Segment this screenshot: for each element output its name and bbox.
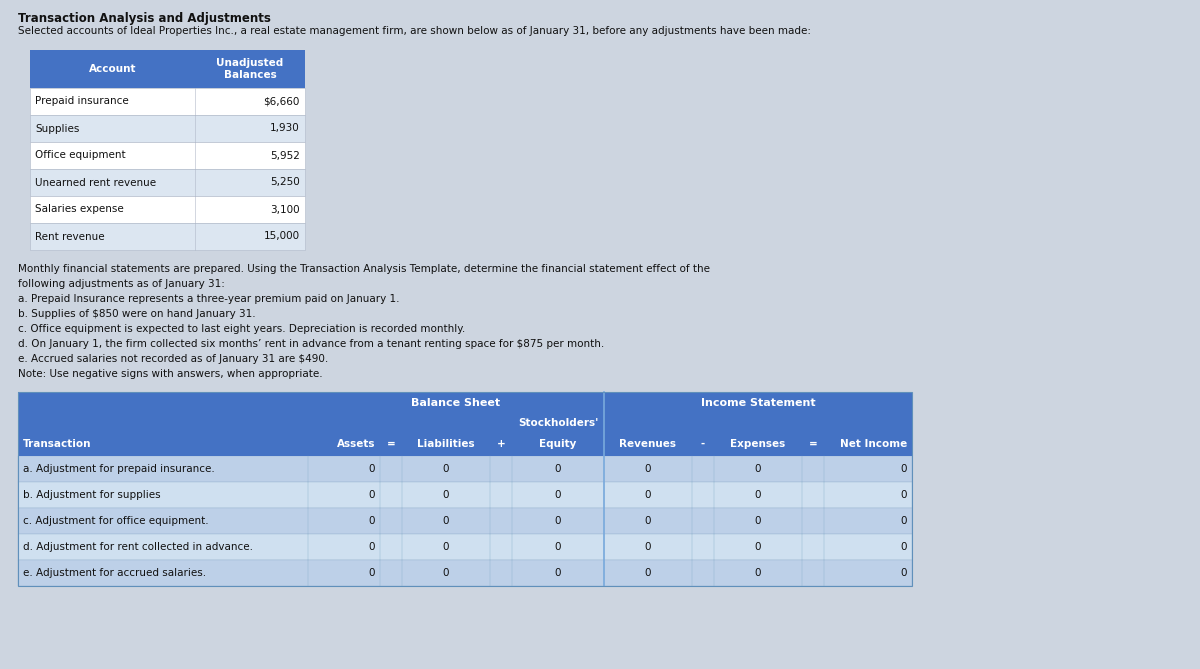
Text: Account: Account [89, 64, 137, 74]
FancyBboxPatch shape [18, 414, 912, 432]
Text: 0: 0 [554, 516, 562, 526]
Text: Transaction: Transaction [23, 439, 91, 449]
Text: b. Supplies of $850 were on hand January 31.: b. Supplies of $850 were on hand January… [18, 309, 256, 319]
Text: Expenses: Expenses [731, 439, 786, 449]
Text: 0: 0 [368, 568, 374, 578]
Text: 0: 0 [755, 568, 761, 578]
Text: 0: 0 [554, 542, 562, 552]
Text: Balance Sheet: Balance Sheet [412, 398, 500, 408]
FancyBboxPatch shape [18, 392, 912, 414]
FancyBboxPatch shape [30, 142, 305, 169]
Text: c. Adjustment for office equipment.: c. Adjustment for office equipment. [23, 516, 209, 526]
Text: 0: 0 [755, 516, 761, 526]
Text: 0: 0 [368, 542, 374, 552]
Text: 0: 0 [644, 464, 652, 474]
Text: 0: 0 [644, 516, 652, 526]
Text: 15,000: 15,000 [264, 231, 300, 242]
FancyBboxPatch shape [18, 482, 912, 508]
Text: Assets: Assets [336, 439, 374, 449]
FancyBboxPatch shape [18, 508, 912, 534]
Text: 0: 0 [644, 568, 652, 578]
Text: 5,952: 5,952 [270, 151, 300, 161]
FancyBboxPatch shape [30, 50, 305, 88]
Text: 3,100: 3,100 [270, 205, 300, 215]
Text: d. Adjustment for rent collected in advance.: d. Adjustment for rent collected in adva… [23, 542, 253, 552]
Text: 0: 0 [644, 542, 652, 552]
Text: 0: 0 [443, 490, 449, 500]
Text: -: - [701, 439, 706, 449]
Text: 0: 0 [900, 490, 907, 500]
Text: Monthly financial statements are prepared. Using the Transaction Analysis Templa: Monthly financial statements are prepare… [18, 264, 710, 274]
FancyBboxPatch shape [30, 115, 305, 142]
FancyBboxPatch shape [18, 534, 912, 560]
Text: 0: 0 [554, 568, 562, 578]
Text: Rent revenue: Rent revenue [35, 231, 104, 242]
Text: 0: 0 [443, 568, 449, 578]
FancyBboxPatch shape [30, 196, 305, 223]
Text: Liabilities: Liabilities [418, 439, 475, 449]
FancyBboxPatch shape [18, 456, 912, 482]
Text: 0: 0 [368, 464, 374, 474]
Text: 0: 0 [443, 464, 449, 474]
Text: 0: 0 [900, 516, 907, 526]
Text: Supplies: Supplies [35, 124, 79, 134]
FancyBboxPatch shape [30, 223, 305, 250]
Text: Transaction Analysis and Adjustments: Transaction Analysis and Adjustments [18, 12, 271, 25]
Text: 0: 0 [368, 516, 374, 526]
Text: Stockholders': Stockholders' [518, 418, 598, 428]
Text: Note: Use negative signs with answers, when appropriate.: Note: Use negative signs with answers, w… [18, 369, 323, 379]
Text: 1,930: 1,930 [270, 124, 300, 134]
Text: 0: 0 [554, 464, 562, 474]
Text: a. Adjustment for prepaid insurance.: a. Adjustment for prepaid insurance. [23, 464, 215, 474]
Text: Selected accounts of Ideal Properties Inc., a real estate management firm, are s: Selected accounts of Ideal Properties In… [18, 26, 811, 36]
Text: b. Adjustment for supplies: b. Adjustment for supplies [23, 490, 161, 500]
Text: Net Income: Net Income [840, 439, 907, 449]
Text: =: = [386, 439, 395, 449]
Text: Income Statement: Income Statement [701, 398, 815, 408]
Text: Salaries expense: Salaries expense [35, 205, 124, 215]
Text: Equity: Equity [539, 439, 577, 449]
Text: 0: 0 [900, 542, 907, 552]
Text: Unadjusted
Balances: Unadjusted Balances [216, 58, 283, 80]
Text: Unearned rent revenue: Unearned rent revenue [35, 177, 156, 187]
Text: 0: 0 [443, 542, 449, 552]
Text: Office equipment: Office equipment [35, 151, 126, 161]
Text: 0: 0 [368, 490, 374, 500]
Text: Prepaid insurance: Prepaid insurance [35, 96, 128, 106]
FancyBboxPatch shape [18, 432, 912, 456]
FancyBboxPatch shape [30, 169, 305, 196]
Text: 5,250: 5,250 [270, 177, 300, 187]
Text: 0: 0 [554, 490, 562, 500]
Text: 0: 0 [755, 464, 761, 474]
Text: 0: 0 [755, 490, 761, 500]
Text: 0: 0 [900, 568, 907, 578]
Text: c. Office equipment is expected to last eight years. Depreciation is recorded mo: c. Office equipment is expected to last … [18, 324, 466, 334]
Text: =: = [809, 439, 817, 449]
FancyBboxPatch shape [30, 88, 305, 115]
Text: +: + [497, 439, 505, 449]
Text: 0: 0 [443, 516, 449, 526]
Text: 0: 0 [644, 490, 652, 500]
Text: e. Adjustment for accrued salaries.: e. Adjustment for accrued salaries. [23, 568, 206, 578]
Text: following adjustments as of January 31:: following adjustments as of January 31: [18, 279, 224, 289]
Text: Revenues: Revenues [619, 439, 677, 449]
Text: d. On January 1, the firm collected six months’ rent in advance from a tenant re: d. On January 1, the firm collected six … [18, 339, 605, 349]
FancyBboxPatch shape [18, 560, 912, 586]
Text: $6,660: $6,660 [264, 96, 300, 106]
Text: 0: 0 [900, 464, 907, 474]
Text: e. Accrued salaries not recorded as of January 31 are $490.: e. Accrued salaries not recorded as of J… [18, 354, 329, 364]
Text: 0: 0 [755, 542, 761, 552]
Text: a. Prepaid Insurance represents a three-year premium paid on January 1.: a. Prepaid Insurance represents a three-… [18, 294, 400, 304]
